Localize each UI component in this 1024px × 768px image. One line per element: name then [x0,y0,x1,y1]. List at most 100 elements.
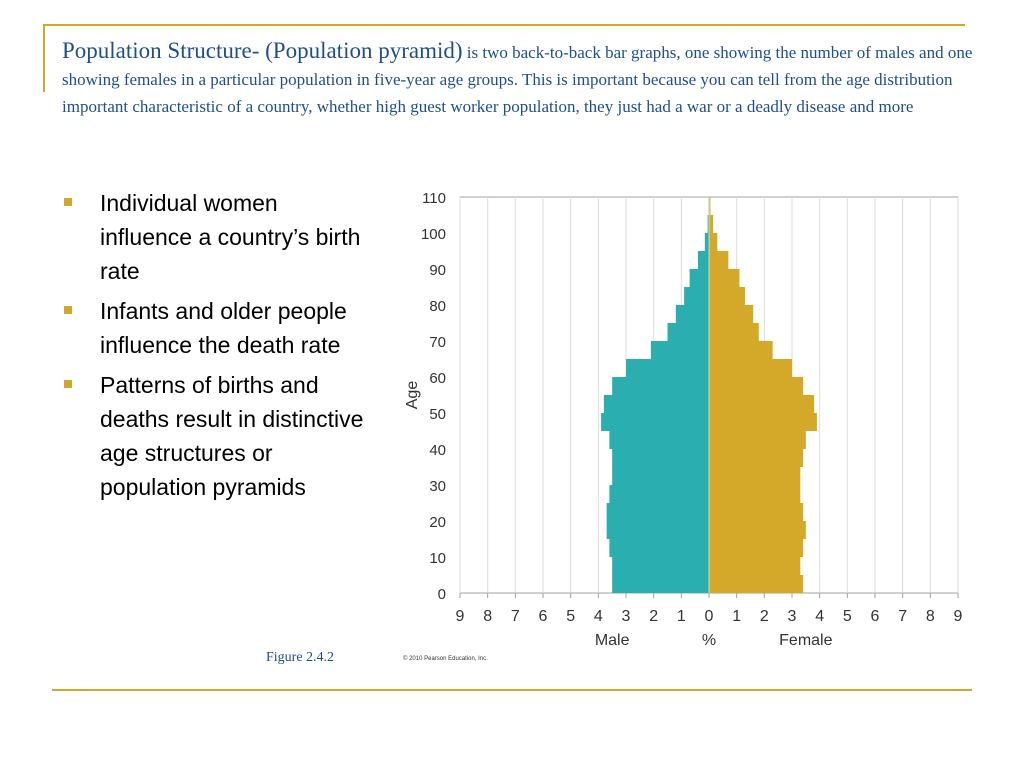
bullet-square-icon [64,306,72,314]
y-axis-label: Age [404,381,421,410]
bar-female-age-65 [709,341,773,359]
slide-title: Population Structure- (Population pyrami… [62,38,1012,121]
bar-female-age-20 [709,503,804,521]
bar-female-age-5 [709,557,801,575]
bar-male-age-5 [612,557,709,575]
x-tick-label: 7 [511,608,520,625]
x-axis-label-male: Male [595,632,630,649]
x-tick-label: 8 [926,608,935,625]
y-tick-label: 40 [429,442,446,459]
bar-male-age-75 [675,305,709,323]
slide-border-bottom [52,689,972,691]
bar-male-age-65 [650,341,709,359]
x-tick-label: 1 [732,608,741,625]
bar-male-age-25 [609,485,709,503]
y-tick-label: 70 [429,334,446,351]
bar-male-age-70 [667,323,709,341]
bar-female-age-95 [709,233,718,251]
bar-female-age-40 [709,431,806,449]
y-tick-label: 50 [429,406,446,423]
x-tick-label: 9 [954,608,963,625]
x-axis-label-female: Female [779,632,832,649]
bar-female-age-80 [709,287,745,305]
bar-male-age-50 [603,395,709,413]
y-tick-label: 30 [429,478,446,495]
x-tick-label: 4 [594,608,603,625]
y-tick-labels: 0 10 20 30 40 50 60 70 80 90 100 110 [421,190,446,603]
y-tick-label: 110 [422,190,446,207]
bar-male-age-45 [601,413,709,431]
bar-male-age-85 [689,269,709,287]
bar-male-age-20 [606,503,709,521]
bullet-text: Infants and older people influence the d… [100,298,347,358]
bullet-item: Patterns of births and deaths result in … [60,368,370,504]
x-tick-label: 9 [456,608,465,625]
bar-female-age-100 [709,215,714,233]
bullet-text: Individual women influence a country’s b… [100,190,361,284]
x-tick-label: 0 [705,608,714,625]
bullet-item: Individual women influence a country’s b… [60,186,370,288]
bars-group [601,197,817,593]
bar-male-age-55 [612,377,709,395]
x-tick-label: 4 [815,608,824,625]
bar-female-age-90 [709,251,729,269]
x-tick-label: 8 [483,608,492,625]
bullet-text: Patterns of births and deaths result in … [100,372,364,500]
y-tick-label: 10 [429,550,446,567]
slide-border-left [43,24,45,92]
bar-female-age-75 [709,305,754,323]
grid-lines [459,197,959,593]
x-tick-label: 5 [843,608,852,625]
y-tick-label: 100 [421,226,446,243]
bar-female-age-35 [709,449,804,467]
bar-female-age-25 [709,485,801,503]
bullet-square-icon [64,380,72,388]
x-tick-label: 3 [788,608,797,625]
x-tick-label: 1 [677,608,686,625]
x-tick-labels: 9 8 7 6 5 4 3 2 1 0 1 2 3 4 5 6 7 8 9 [456,593,963,625]
y-tick-label: 90 [429,262,446,279]
bar-female-age-70 [709,323,759,341]
slide-title-description: is two back-to-back bar graphs, one show… [62,43,973,116]
x-tick-label: 7 [898,608,907,625]
slide-title-main: Population Structure- (Population pyrami… [62,38,463,63]
bar-female-age-0 [709,575,804,593]
bar-male-age-15 [606,521,709,539]
x-tick-label: 6 [539,608,548,625]
x-tick-label: 2 [649,608,658,625]
bar-male-age-0 [612,575,709,593]
y-tick-label: 80 [429,298,446,315]
bar-female-age-55 [709,377,804,395]
bullet-square-icon [64,198,72,206]
bar-male-age-90 [697,251,709,269]
y-tick-label: 60 [429,370,446,387]
bar-male-age-100 [707,215,709,233]
y-tick-label: 20 [429,514,446,531]
bar-male-age-80 [684,287,709,305]
bar-female-age-45 [709,413,817,431]
bar-male-age-30 [612,467,709,485]
bar-male-age-95 [704,233,709,251]
bar-female-age-10 [709,539,804,557]
y-tick-label: 0 [438,586,446,603]
bar-female-age-105 [709,197,711,215]
x-tick-label: 2 [760,608,769,625]
bar-male-age-35 [612,449,709,467]
copyright-note: © 2010 Pearson Education, Inc. [403,655,488,662]
bar-female-age-60 [709,359,792,377]
bar-female-age-50 [709,395,815,413]
x-tick-label: 5 [566,608,575,625]
x-tick-label: 3 [622,608,631,625]
bullet-list: Individual women influence a country’s b… [60,186,370,510]
slide-border-top [43,24,965,26]
x-axis-label-percent: % [702,632,716,649]
bar-female-age-30 [709,467,801,485]
bullet-item: Infants and older people influence the d… [60,294,370,362]
bar-male-age-40 [609,431,709,449]
bar-male-age-10 [609,539,709,557]
figure-caption: Figure 2.4.2 [266,650,335,665]
x-tick-label: 6 [871,608,880,625]
bar-female-age-15 [709,521,806,539]
bar-female-age-85 [709,269,740,287]
